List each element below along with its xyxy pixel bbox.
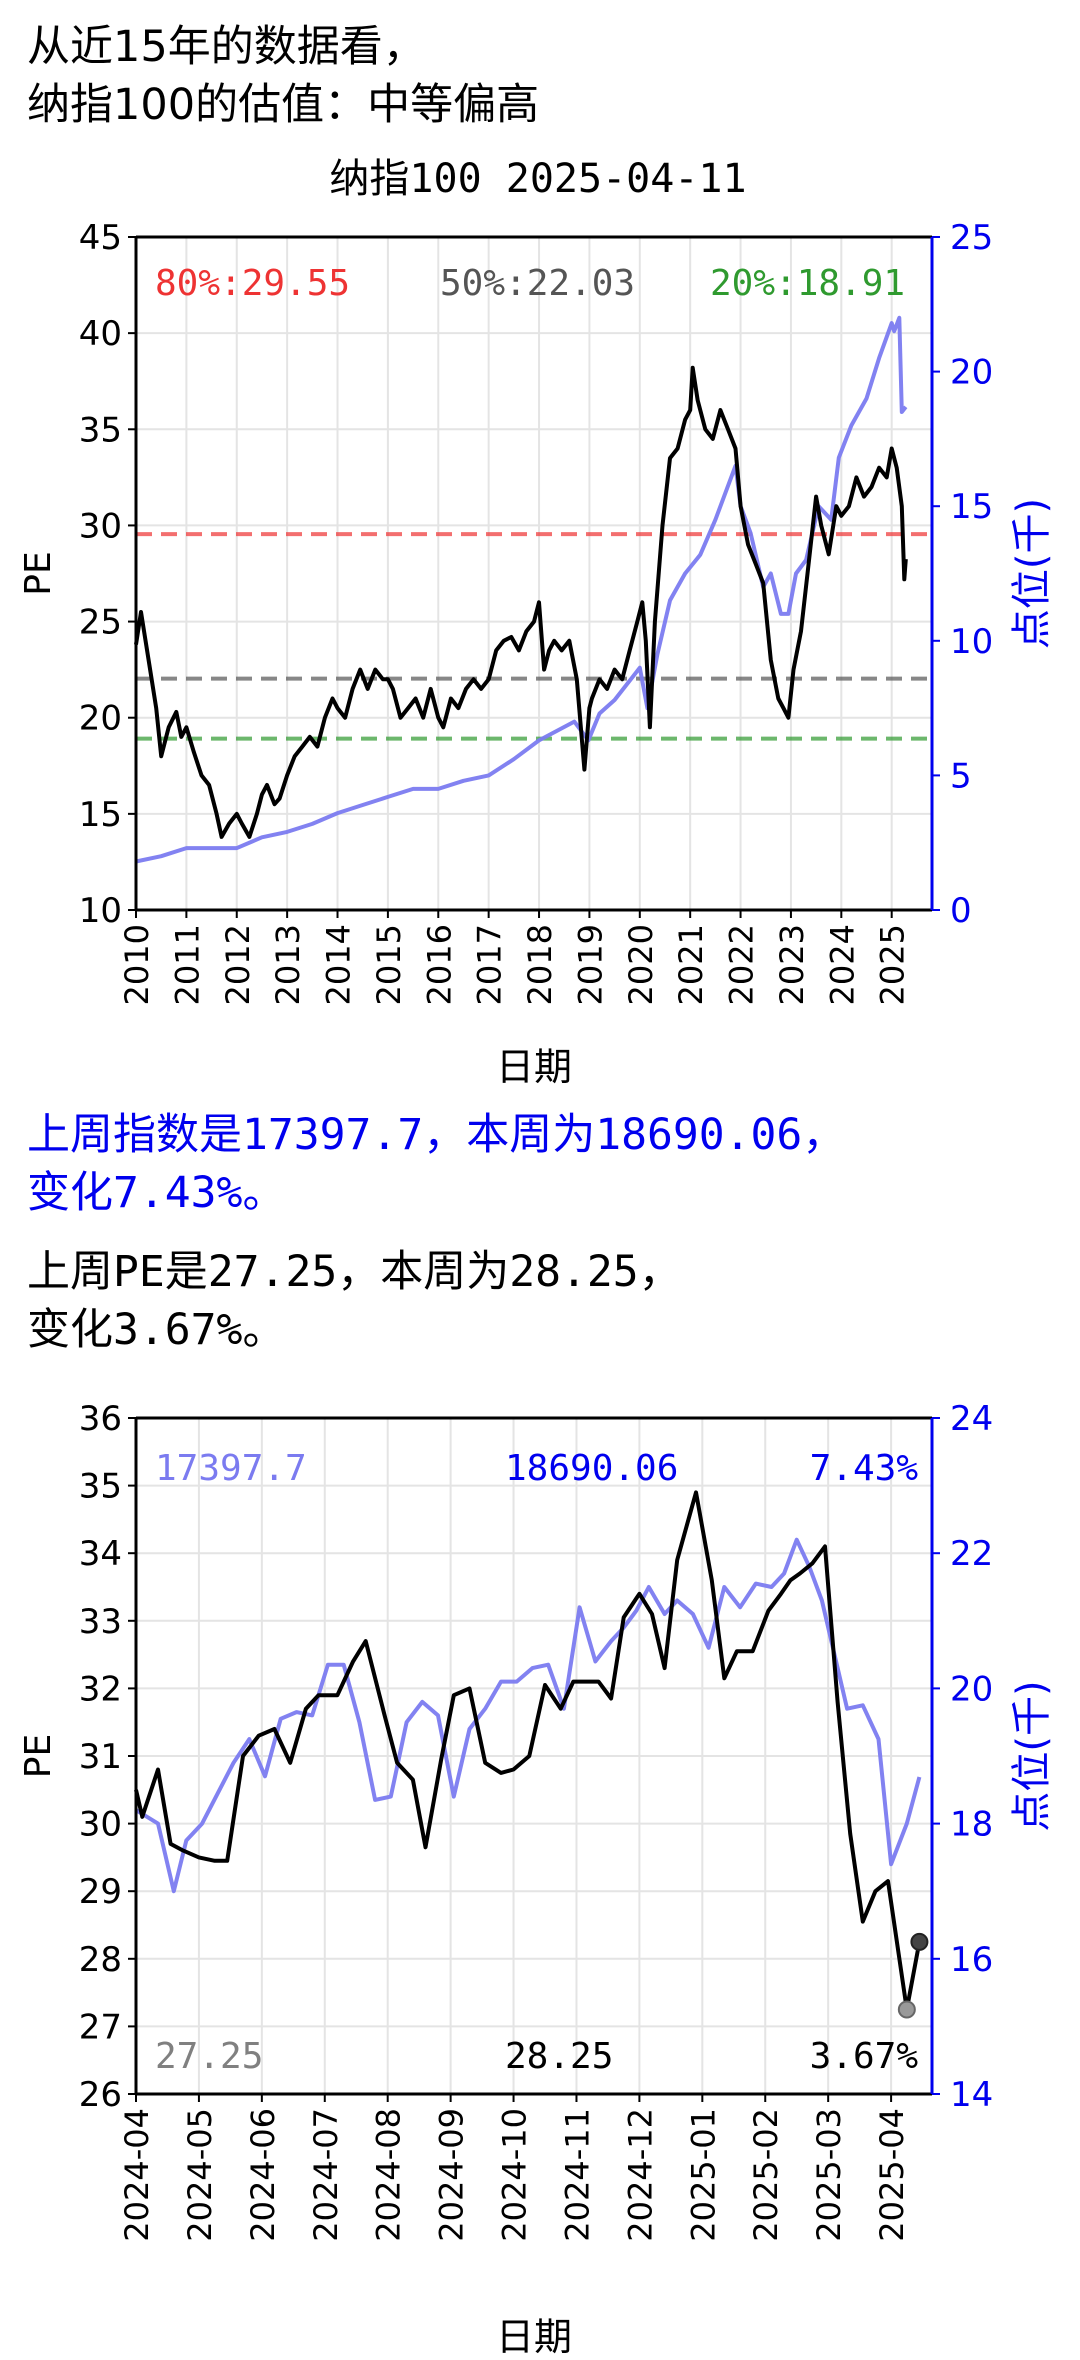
x-tick-label: 2024-11: [558, 2108, 596, 2242]
x-tick-label: 2020: [622, 924, 660, 1005]
y-tick-label: 32: [79, 1669, 122, 1709]
this-week-pe-marker: [910, 1932, 929, 1951]
y-tick-label: 40: [79, 314, 122, 354]
x-tick-label: 2016: [420, 924, 458, 1005]
y-axis-label: PE: [18, 1734, 59, 1778]
x-tick-label: 2024-06: [244, 2108, 282, 2242]
y2-tick-label: 20: [950, 353, 993, 393]
pe-change-label: 3.67%: [810, 2036, 919, 2077]
series-line-index: [135, 315, 908, 864]
x-tick-label: 2024: [823, 924, 861, 1005]
last-week-pe-label: 27.25: [155, 2036, 263, 2077]
y2-tick-label: 25: [950, 218, 993, 258]
x-tick-label: 2025-04: [873, 2108, 911, 2242]
y2-tick-label: 10: [950, 622, 993, 662]
y2-tick-label: 20: [950, 1669, 993, 1709]
series-line-pe: [134, 365, 908, 839]
y2-axis-label: 点位(千): [1009, 1680, 1055, 1831]
x-tick-label: 2024-09: [433, 2108, 471, 2242]
index-summary-line-2: 变化7.43%。: [27, 1168, 286, 1218]
pe-recent-year-chart: 2024-04 2024-05 2024-06 2024-07 2024-08 2024-…: [18, 1399, 1055, 2359]
x-tick-label: 2024-05: [181, 2108, 219, 2242]
x-axis-label: 日期: [496, 2315, 572, 2359]
x-tick-label: 2024-12: [621, 2108, 659, 2242]
x-tick-label: 2024-10: [496, 2108, 534, 2242]
y-tick-label: 33: [79, 1602, 122, 1642]
index-change-label: 7.43%: [810, 1448, 919, 1489]
y-tick-label: 29: [79, 1872, 122, 1912]
x-tick-label: 2013: [269, 924, 307, 1005]
x-tick-label: 2011: [168, 924, 206, 1005]
y-tick-label: 45: [79, 218, 122, 258]
x-tick-label: 2025-01: [684, 2108, 722, 2242]
pe-summary-line-1: 上周PE是27.25，本周为28.25，: [27, 1247, 682, 1297]
index-summary-line-1: 上周指数是17397.7，本周为18690.06，: [27, 1110, 846, 1160]
y2-tick-label: 5: [950, 756, 972, 796]
y2-axis-label: 点位(千): [1009, 498, 1055, 649]
y-tick-label: 28: [79, 1940, 122, 1980]
percentile-label: 80%:29.55: [155, 263, 350, 304]
y-tick-label: 26: [79, 2075, 122, 2115]
x-tick-label: 2025-03: [810, 2108, 848, 2242]
x-tick-label: 2018: [521, 924, 559, 1005]
y-tick-label: 35: [79, 1467, 122, 1507]
x-tick-label: 2014: [320, 924, 358, 1005]
y2-tick-label: 22: [950, 1534, 993, 1574]
y-tick-label: 25: [79, 603, 122, 643]
percentile-label: 50%:22.03: [440, 263, 635, 304]
x-tick-label: 2024-07: [307, 2108, 345, 2242]
y2-tick-label: 0: [950, 891, 972, 931]
y-tick-label: 34: [79, 1534, 122, 1574]
x-tick-label: 2024-08: [370, 2108, 408, 2242]
x-tick-label: 2012: [219, 924, 257, 1005]
x-tick-label: 2025: [874, 924, 912, 1005]
series-line-index: [134, 1537, 922, 1894]
y2-tick-label: 14: [950, 2075, 993, 2115]
y-tick-label: 20: [79, 699, 122, 739]
this-week-pe-label: 28.25: [505, 2036, 613, 2077]
x-tick-label: 2019: [571, 924, 609, 1005]
x-tick-label: 2010: [118, 924, 156, 1005]
this-week-index-label: 18690.06: [505, 1448, 678, 1489]
x-tick-label: 2025-02: [747, 2108, 785, 2242]
y-tick-label: 10: [79, 891, 122, 931]
y2-tick-label: 15: [950, 487, 993, 527]
x-tick-label: 2023: [773, 924, 811, 1005]
y2-tick-label: 24: [950, 1399, 993, 1439]
y-tick-label: 30: [79, 1805, 122, 1845]
y2-tick-label: 16: [950, 1940, 993, 1980]
y-tick-label: 15: [79, 795, 122, 835]
chart-title: 纳指100 2025-04-11: [329, 156, 746, 202]
headline-line-2: 纳指100的估值：中等偏高: [27, 80, 540, 130]
x-tick-label: 2017: [471, 924, 509, 1005]
percentile-label: 20%:18.91: [710, 263, 905, 304]
y-tick-label: 36: [79, 1399, 122, 1439]
y-tick-label: 31: [79, 1737, 122, 1777]
last-week-pe-marker: [897, 2000, 916, 2019]
y-tick-label: 27: [79, 2007, 122, 2047]
pe-history-chart: 纳指100 2025-04-11 2010 2011 2012 2013 2014 201…: [18, 156, 1055, 1089]
x-tick-label: 2021: [672, 924, 710, 1005]
y-axis-label: PE: [18, 551, 59, 595]
pe-summary-line-2: 变化3.67%。: [27, 1305, 286, 1355]
last-week-index-label: 17397.7: [155, 1448, 307, 1489]
x-tick-label: 2022: [723, 924, 761, 1005]
y-tick-label: 35: [79, 410, 122, 450]
x-axis-label: 日期: [496, 1045, 572, 1089]
x-tick-label: 2015: [370, 924, 408, 1005]
y-tick-label: 30: [79, 506, 122, 546]
headline-line-1: 从近15年的数据看，: [27, 22, 426, 72]
series-line-pe: [134, 1490, 922, 2012]
y2-tick-label: 18: [950, 1805, 993, 1845]
x-tick-label: 2024-04: [118, 2108, 156, 2242]
